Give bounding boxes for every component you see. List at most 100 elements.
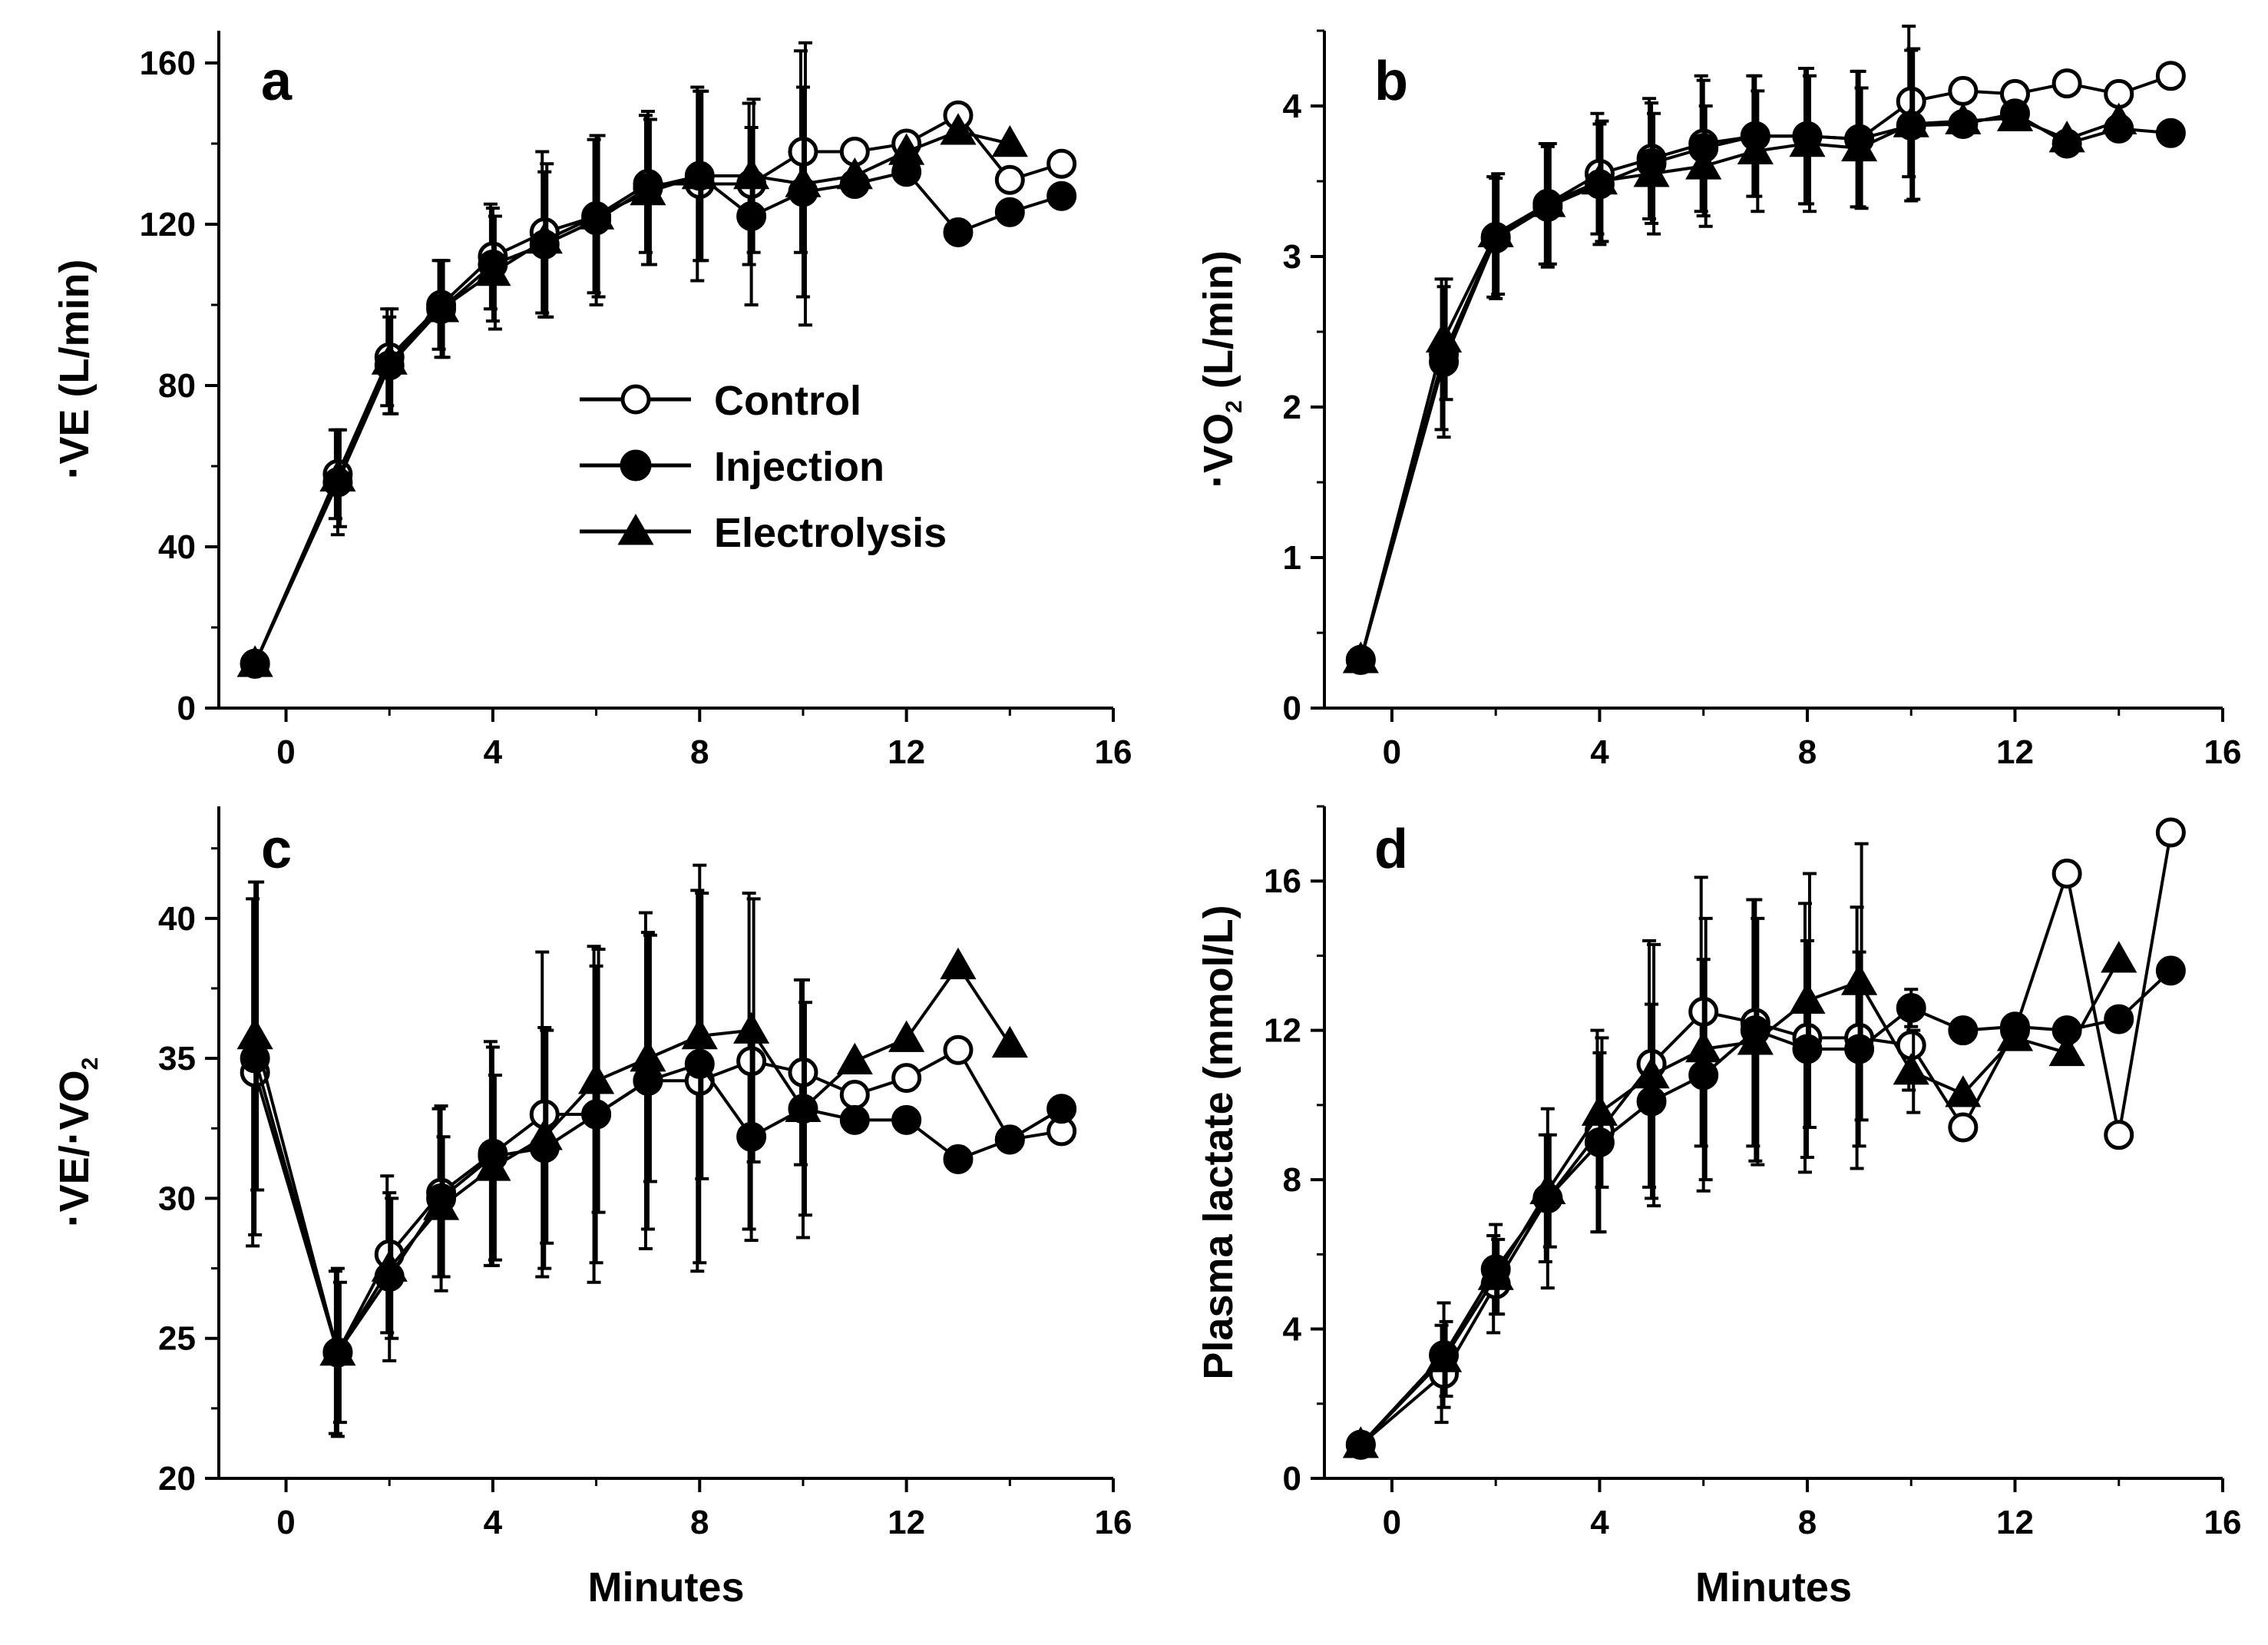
- data-point: [1529, 185, 1566, 217]
- data-point: [1636, 1086, 1667, 1117]
- y-tick-label: 4: [1283, 88, 1302, 125]
- y-tick-label: 160: [140, 45, 196, 82]
- data-point: [1789, 124, 1826, 157]
- data-point: [1046, 1094, 1077, 1124]
- data-point: [836, 157, 873, 190]
- data-point: [1948, 1112, 1979, 1143]
- data-point: [422, 290, 460, 323]
- y-tick-label: 40: [158, 528, 196, 566]
- data-point: [2104, 1004, 2134, 1034]
- data-point: [1841, 963, 1878, 995]
- data-point: [940, 113, 977, 145]
- x-tick-label: 8: [1798, 1504, 1817, 1541]
- legend-label-electrolysis: Electrolysis: [714, 510, 947, 556]
- y-tick-label: 0: [1283, 690, 1301, 727]
- y-axis-label: ·VE (L/min): [47, 260, 98, 480]
- data-point: [2155, 955, 2186, 986]
- panel-c: 0 4 8 12 16 20 25 30 35 40 c ·VE/·VO2 Minutes: [47, 806, 1132, 1610]
- data-point: [785, 165, 822, 197]
- data-point: [2051, 68, 2082, 99]
- data-point: [2104, 1120, 2134, 1150]
- x-tick-label: 12: [888, 1504, 925, 1541]
- x-tick-label: 0: [1383, 1504, 1401, 1541]
- data-point: [943, 217, 974, 247]
- series-electrolysis: [1342, 47, 2137, 674]
- panel-letter: a: [261, 51, 293, 112]
- y-tick-label: 4: [1283, 1311, 1302, 1349]
- data-point: [422, 1188, 460, 1220]
- data-point: [684, 1048, 715, 1079]
- data-point: [371, 1249, 408, 1282]
- data-point: [1945, 1075, 1982, 1107]
- data-point: [474, 1149, 511, 1181]
- panel-d: 0 4 8 12 16 0 4 8 12 16 d Plasma lactate (mmol/L) Mi…: [1195, 805, 2241, 1610]
- y-tick-label: 40: [158, 900, 196, 938]
- data-point: [736, 1121, 767, 1152]
- data-point: [1844, 1034, 1875, 1064]
- x-tick-label: 16: [1095, 1504, 1132, 1541]
- data-point: [1945, 102, 1982, 134]
- data-point: [474, 253, 511, 286]
- data-point: [1529, 1172, 1566, 1204]
- data-point: [943, 1034, 974, 1065]
- data-point: [1948, 1015, 1979, 1046]
- data-point: [1841, 129, 1878, 162]
- data-point: [733, 157, 770, 190]
- x-tick-label: 4: [484, 1504, 503, 1541]
- data-point: [578, 1062, 615, 1094]
- series-electrolysis: [236, 41, 1028, 677]
- data-point: [319, 1333, 356, 1366]
- data-point: [2048, 1034, 2085, 1067]
- x-tick-label: 16: [1095, 733, 1132, 771]
- data-point: [1685, 147, 1722, 180]
- y-axis-label: ·VE/·VO2: [47, 1058, 103, 1228]
- y-tick-label: 30: [158, 1180, 196, 1217]
- data-point: [1996, 1019, 2034, 1051]
- data-point: [2155, 118, 2186, 148]
- data-point: [733, 1011, 770, 1044]
- data-point: [581, 1099, 612, 1130]
- data-point: [1581, 1094, 1618, 1126]
- legend: Control Injection Electrolysis: [580, 378, 947, 556]
- data-point: [1046, 148, 1077, 179]
- data-point: [319, 459, 356, 492]
- data-point: [681, 157, 718, 190]
- x-tick-label: 12: [1996, 1504, 2034, 1541]
- data-point: [891, 1063, 922, 1094]
- data-point: [681, 1017, 718, 1050]
- data-point: [2048, 121, 2085, 153]
- y-tick-label: 35: [158, 1040, 196, 1077]
- data-point: [994, 1124, 1025, 1155]
- data-point: [836, 1042, 873, 1075]
- data-point: [1342, 1426, 1379, 1458]
- y-axis-label: ·VO2 (L/min): [1191, 250, 1247, 488]
- data-point: [578, 197, 615, 230]
- y-tick-label: 120: [140, 206, 196, 243]
- data-point: [2051, 859, 2082, 889]
- series-electrolysis: [236, 880, 1028, 1425]
- data-point: [1633, 1056, 1670, 1089]
- y-tick-label: 0: [1283, 1460, 1301, 1498]
- data-point: [371, 343, 408, 375]
- x-tick-label: 8: [1798, 733, 1817, 771]
- data-point: [630, 1040, 666, 1072]
- y-tick-label: 1: [1283, 539, 1301, 577]
- x-tick-label: 12: [1996, 733, 2034, 771]
- data-point: [2155, 817, 2186, 848]
- panel-letter: b: [1374, 51, 1408, 112]
- data-point: [1789, 981, 1826, 1014]
- data-point: [1996, 99, 2034, 131]
- data-point: [1948, 75, 1979, 106]
- x-tick-label: 4: [1590, 733, 1609, 771]
- x-tick-label: 12: [888, 733, 925, 771]
- legend-marker-injection: [620, 449, 652, 482]
- data-point: [736, 201, 767, 231]
- legend-label-control: Control: [714, 378, 861, 424]
- data-point: [526, 1118, 563, 1150]
- data-point: [991, 1025, 1028, 1058]
- panel-letter: c: [261, 819, 292, 880]
- data-point: [994, 164, 1025, 195]
- y-axis-label: Plasma lactate (mmol/L): [1195, 905, 1241, 1379]
- y-tick-label: 25: [158, 1320, 196, 1358]
